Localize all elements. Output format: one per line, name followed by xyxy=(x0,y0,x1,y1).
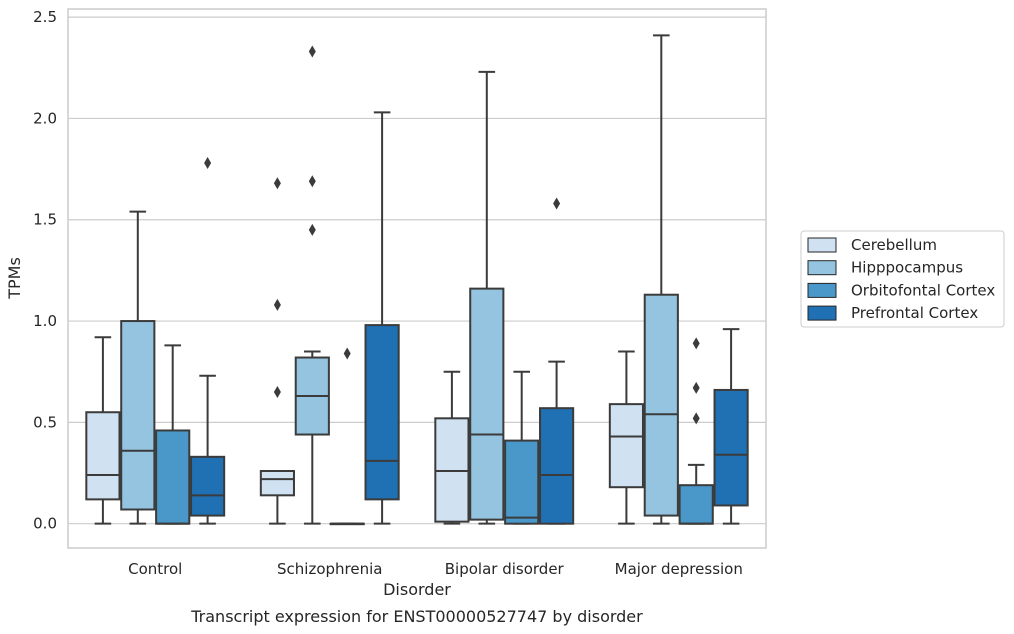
box-2-3 xyxy=(539,197,575,525)
box-body xyxy=(120,320,156,511)
x-tick-label: Major depression xyxy=(615,560,743,578)
legend-swatch xyxy=(807,282,837,298)
outlier-point xyxy=(343,347,351,360)
box-body xyxy=(504,439,540,525)
y-tick-label: 2.0 xyxy=(33,109,57,127)
outlier-point xyxy=(692,412,700,425)
y-tick-label: 1.5 xyxy=(33,211,57,229)
box-body xyxy=(643,293,679,517)
box-3-0 xyxy=(608,350,644,525)
box-1-2 xyxy=(329,347,365,526)
outlier-point xyxy=(692,381,700,394)
box-body xyxy=(434,417,470,523)
outlier-point xyxy=(308,175,316,188)
y-axis-label: TPMs xyxy=(5,257,24,300)
y-tick-label: 2.5 xyxy=(33,8,57,26)
legend-swatch xyxy=(807,260,837,276)
box-3-1 xyxy=(643,34,679,525)
box-0-1 xyxy=(120,210,156,525)
box-body xyxy=(608,403,644,489)
box-body xyxy=(678,484,714,525)
box-body xyxy=(85,411,121,501)
y-tick-label: 1.0 xyxy=(33,312,57,330)
box-0-3 xyxy=(190,157,226,525)
box-2-1 xyxy=(469,70,505,525)
legend-frame xyxy=(800,230,1005,328)
box-1-0 xyxy=(259,177,295,525)
legend-label: Orbitofontal Cortex xyxy=(851,281,995,299)
outlier-point xyxy=(308,45,316,58)
box-body xyxy=(713,388,749,507)
box-3-2 xyxy=(678,337,714,525)
legend-label: Prefrontal Cortex xyxy=(851,304,978,322)
y-tick-label: 0.5 xyxy=(33,413,57,431)
y-tick-label: 0.0 xyxy=(33,515,57,533)
outlier-point xyxy=(553,197,561,210)
legend: Cerebellum Hipppocampus Orbitofontal Corte… xyxy=(800,230,1005,328)
chart-caption: Transcript expression for ENST0000052774… xyxy=(190,607,643,626)
x-tick-labels: Control Schizophrenia Bipolar disorder Majo… xyxy=(128,560,743,578)
box-0-0 xyxy=(85,336,121,525)
box-1-1 xyxy=(294,45,330,525)
box-2-0 xyxy=(434,370,470,525)
box-1-3 xyxy=(364,111,400,525)
outlier-point xyxy=(308,223,316,236)
legend-label: Hipppocampus xyxy=(851,259,963,277)
x-tick-label: Schizophrenia xyxy=(277,560,382,578)
box-body xyxy=(190,455,226,517)
legend-swatch xyxy=(807,305,837,321)
box-body xyxy=(155,429,191,525)
x-tick-label: Bipolar disorder xyxy=(445,560,565,578)
x-axis-label: Disorder xyxy=(383,580,451,599)
outlier-point xyxy=(273,298,281,311)
box-body xyxy=(469,287,505,521)
outlier-point xyxy=(273,177,281,190)
legend-swatch xyxy=(807,237,837,253)
x-tick-label: Control xyxy=(128,560,182,578)
box-body xyxy=(539,407,575,525)
boxes xyxy=(85,34,749,526)
box-3-3 xyxy=(713,328,749,525)
outlier-point xyxy=(204,157,212,169)
box-body xyxy=(364,324,400,501)
box-0-2 xyxy=(155,344,191,525)
legend-label: Cerebellum xyxy=(851,236,937,254)
y-tick-labels: 0.0 0.5 1.0 1.5 2.0 2.5 xyxy=(33,8,57,533)
plot-frame xyxy=(67,8,767,549)
box-2-2 xyxy=(504,370,540,525)
outlier-point xyxy=(692,337,700,350)
outlier-point xyxy=(273,385,281,398)
box-body xyxy=(259,470,295,497)
